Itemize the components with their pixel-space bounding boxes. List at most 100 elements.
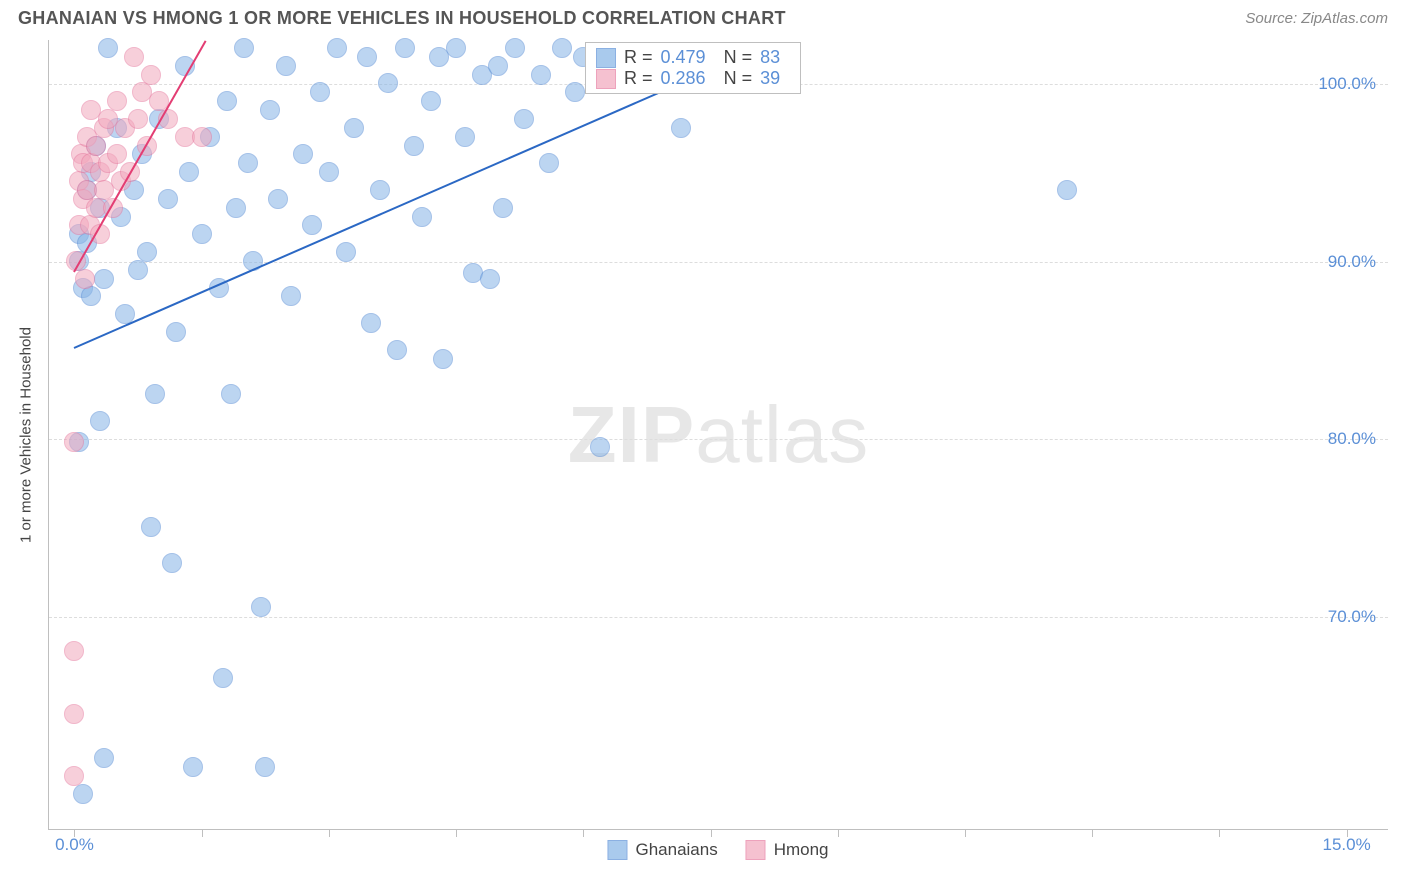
data-point — [565, 82, 585, 102]
data-point — [64, 641, 84, 661]
data-point — [505, 38, 525, 58]
data-point — [183, 757, 203, 777]
data-point — [412, 207, 432, 227]
data-point — [1057, 180, 1077, 200]
data-point — [64, 432, 84, 452]
legend-swatch — [607, 840, 627, 860]
data-point — [433, 349, 453, 369]
x-tick — [965, 829, 966, 837]
legend-item: Ghanaians — [607, 840, 717, 860]
data-point — [344, 118, 364, 138]
data-point — [128, 260, 148, 280]
data-point — [480, 269, 500, 289]
data-point — [107, 144, 127, 164]
x-tick — [583, 829, 584, 837]
data-point — [531, 65, 551, 85]
data-point — [94, 748, 114, 768]
n-value: 39 — [760, 68, 780, 89]
scatter-plot: 1 or more Vehicles in Household ZIPatlas… — [48, 40, 1388, 830]
data-point — [145, 384, 165, 404]
data-point — [276, 56, 296, 76]
data-point — [361, 313, 381, 333]
data-point — [293, 144, 313, 164]
legend: Ghanaians Hmong — [607, 840, 828, 860]
data-point — [86, 136, 106, 156]
legend-swatch — [596, 48, 616, 68]
data-point — [238, 153, 258, 173]
x-tick — [202, 829, 203, 837]
data-point — [260, 100, 280, 120]
data-point — [514, 109, 534, 129]
data-point — [64, 766, 84, 786]
data-point — [162, 553, 182, 573]
data-point — [327, 38, 347, 58]
data-point — [217, 91, 237, 111]
gridline — [49, 439, 1388, 440]
data-point — [166, 322, 186, 342]
data-point — [73, 784, 93, 804]
gridline — [49, 617, 1388, 618]
data-point — [158, 189, 178, 209]
legend-item: Hmong — [746, 840, 829, 860]
x-tick — [1219, 829, 1220, 837]
stats-row: R =0.479N =83 — [596, 47, 790, 68]
data-point — [455, 127, 475, 147]
x-tick — [711, 829, 712, 837]
y-tick-label: 90.0% — [1328, 252, 1376, 272]
data-point — [387, 340, 407, 360]
data-point — [319, 162, 339, 182]
data-point — [671, 118, 691, 138]
data-point — [336, 242, 356, 262]
legend-label: Ghanaians — [635, 840, 717, 860]
watermark: ZIPatlas — [568, 389, 869, 481]
r-value: 0.479 — [661, 47, 706, 68]
data-point — [98, 38, 118, 58]
data-point — [192, 224, 212, 244]
data-point — [590, 437, 610, 457]
data-point — [137, 242, 157, 262]
data-point — [395, 38, 415, 58]
r-value: 0.286 — [661, 68, 706, 89]
data-point — [192, 127, 212, 147]
legend-swatch — [746, 840, 766, 860]
data-point — [493, 198, 513, 218]
stats-box: R =0.479N =83R =0.286N =39 — [585, 42, 801, 94]
data-point — [378, 73, 398, 93]
source-credit: Source: ZipAtlas.com — [1245, 10, 1388, 27]
data-point — [446, 38, 466, 58]
data-point — [234, 38, 254, 58]
data-point — [221, 384, 241, 404]
data-point — [213, 668, 233, 688]
r-label: R = — [624, 47, 653, 68]
chart-title: GHANAIAN VS HMONG 1 OR MORE VEHICLES IN … — [18, 8, 786, 29]
x-tick — [1092, 829, 1093, 837]
data-point — [81, 286, 101, 306]
data-point — [488, 56, 508, 76]
legend-swatch — [596, 69, 616, 89]
data-point — [107, 91, 127, 111]
n-value: 83 — [760, 47, 780, 68]
stats-row: R =0.286N =39 — [596, 68, 790, 89]
data-point — [370, 180, 390, 200]
data-point — [251, 597, 271, 617]
data-point — [357, 47, 377, 67]
data-point — [90, 411, 110, 431]
x-tick-label: 0.0% — [55, 835, 94, 855]
data-point — [539, 153, 559, 173]
data-point — [128, 109, 148, 129]
data-point — [302, 215, 322, 235]
data-point — [310, 82, 330, 102]
data-point — [141, 65, 161, 85]
x-tick — [838, 829, 839, 837]
x-tick — [456, 829, 457, 837]
data-point — [179, 162, 199, 182]
data-point — [404, 136, 424, 156]
x-tick-label: 15.0% — [1322, 835, 1370, 855]
data-point — [268, 189, 288, 209]
data-point — [421, 91, 441, 111]
data-point — [226, 198, 246, 218]
r-label: R = — [624, 68, 653, 89]
y-tick-label: 80.0% — [1328, 429, 1376, 449]
y-axis-label: 1 or more Vehicles in Household — [18, 327, 35, 543]
x-tick — [329, 829, 330, 837]
